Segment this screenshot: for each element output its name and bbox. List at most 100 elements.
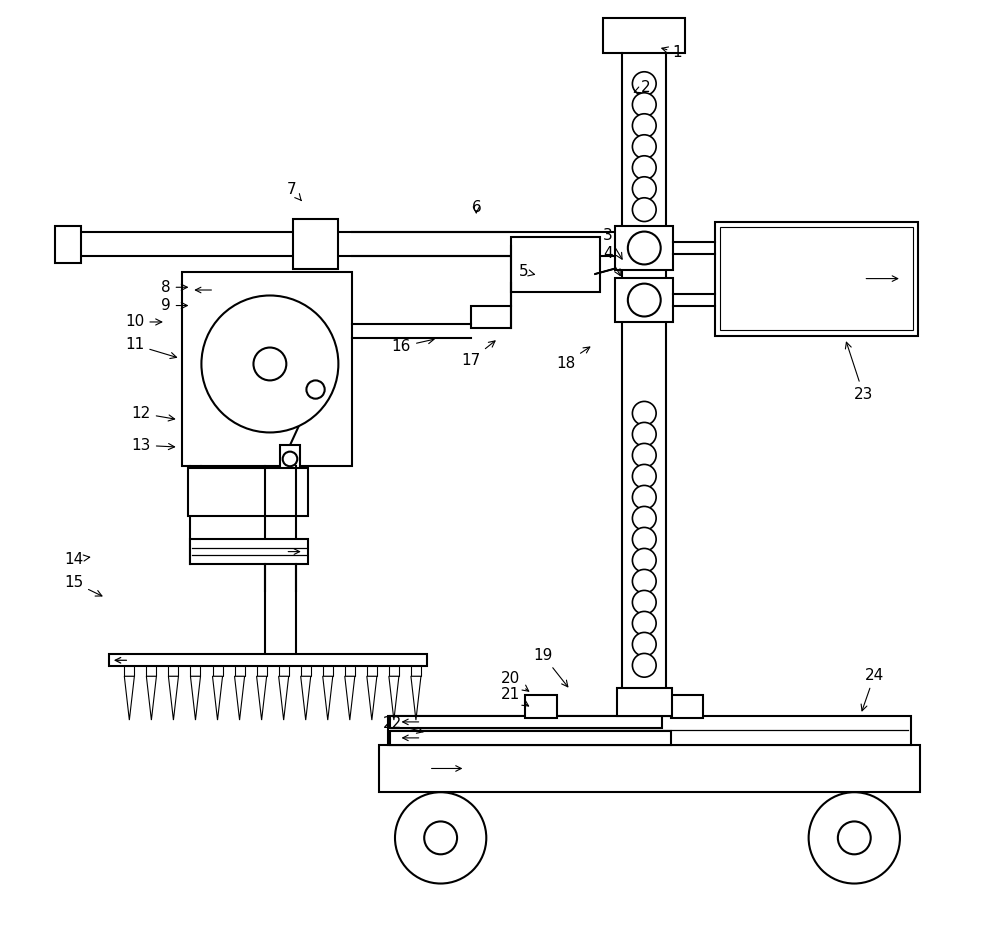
Text: 12: 12 [132, 406, 175, 421]
Text: 6: 6 [471, 200, 481, 215]
Bar [603, 18, 685, 53]
Circle shape [632, 177, 656, 200]
Polygon shape [345, 677, 355, 720]
Circle shape [632, 114, 656, 137]
Bar [715, 222, 918, 336]
Bar [411, 667, 421, 677]
Polygon shape [190, 677, 200, 720]
Circle shape [632, 443, 656, 467]
Bar [390, 731, 671, 744]
Bar [720, 227, 913, 330]
Circle shape [632, 156, 656, 180]
Bar [293, 220, 338, 270]
Bar [213, 667, 223, 677]
Polygon shape [257, 677, 267, 720]
Circle shape [306, 380, 325, 399]
Polygon shape [235, 677, 245, 720]
Text: 5: 5 [519, 264, 535, 279]
Bar [109, 654, 427, 667]
Bar [388, 716, 911, 744]
Polygon shape [411, 677, 421, 720]
Circle shape [632, 654, 656, 677]
Circle shape [632, 527, 656, 552]
Circle shape [632, 632, 656, 656]
Circle shape [424, 821, 457, 855]
Text: 3: 3 [603, 228, 622, 260]
Circle shape [632, 486, 656, 509]
Polygon shape [367, 677, 377, 720]
Circle shape [632, 134, 656, 159]
Circle shape [632, 71, 656, 95]
Bar [389, 667, 399, 677]
Text: 23: 23 [845, 342, 873, 401]
Bar [511, 237, 600, 292]
Circle shape [632, 423, 656, 446]
Circle shape [632, 93, 656, 117]
Bar [182, 272, 352, 466]
Bar [146, 667, 156, 677]
Circle shape [283, 451, 297, 466]
Text: 19: 19 [533, 648, 568, 687]
Bar [257, 667, 267, 677]
Polygon shape [213, 677, 223, 720]
Circle shape [838, 821, 871, 855]
Bar [235, 667, 245, 677]
Bar [471, 307, 511, 328]
Polygon shape [389, 677, 399, 720]
Circle shape [632, 464, 656, 489]
Bar [525, 695, 557, 718]
Circle shape [201, 296, 338, 433]
Bar [168, 667, 178, 677]
Text: 14: 14 [64, 552, 90, 567]
Bar [379, 744, 920, 793]
Circle shape [632, 401, 656, 425]
Circle shape [632, 506, 656, 530]
Bar [279, 667, 289, 677]
Circle shape [632, 590, 656, 615]
Text: 11: 11 [125, 337, 177, 359]
Bar [390, 716, 662, 729]
Polygon shape [301, 677, 311, 720]
Bar [124, 667, 134, 677]
Bar [615, 226, 673, 270]
Polygon shape [279, 677, 289, 720]
Bar [367, 667, 377, 677]
Bar [55, 226, 81, 262]
Text: 4: 4 [603, 246, 620, 275]
Text: 20: 20 [501, 670, 529, 692]
Bar [190, 540, 308, 564]
Bar [323, 667, 333, 677]
Circle shape [632, 612, 656, 635]
Text: 16: 16 [392, 337, 434, 354]
Polygon shape [146, 677, 156, 720]
Bar [301, 667, 311, 677]
Bar [280, 445, 300, 473]
Text: 15: 15 [64, 575, 102, 596]
Text: 22: 22 [383, 717, 423, 733]
Circle shape [395, 793, 486, 883]
Polygon shape [168, 677, 178, 720]
Bar [671, 695, 703, 718]
Polygon shape [323, 677, 333, 720]
Text: 17: 17 [461, 341, 495, 368]
Bar [615, 278, 673, 322]
Polygon shape [124, 677, 134, 720]
Circle shape [632, 569, 656, 593]
Text: 24: 24 [861, 667, 884, 711]
Circle shape [253, 348, 286, 380]
Circle shape [628, 284, 661, 316]
Text: 13: 13 [131, 438, 175, 452]
Circle shape [632, 197, 656, 222]
Bar [345, 667, 355, 677]
Bar [617, 688, 672, 716]
Text: 2: 2 [634, 80, 651, 95]
Circle shape [809, 793, 900, 883]
Text: 7: 7 [287, 182, 301, 200]
Bar [190, 667, 200, 677]
Text: 10: 10 [125, 314, 162, 329]
Text: 9: 9 [161, 298, 187, 313]
Text: 21: 21 [501, 687, 529, 706]
Circle shape [628, 232, 661, 264]
Text: 18: 18 [556, 347, 590, 371]
Circle shape [632, 549, 656, 572]
